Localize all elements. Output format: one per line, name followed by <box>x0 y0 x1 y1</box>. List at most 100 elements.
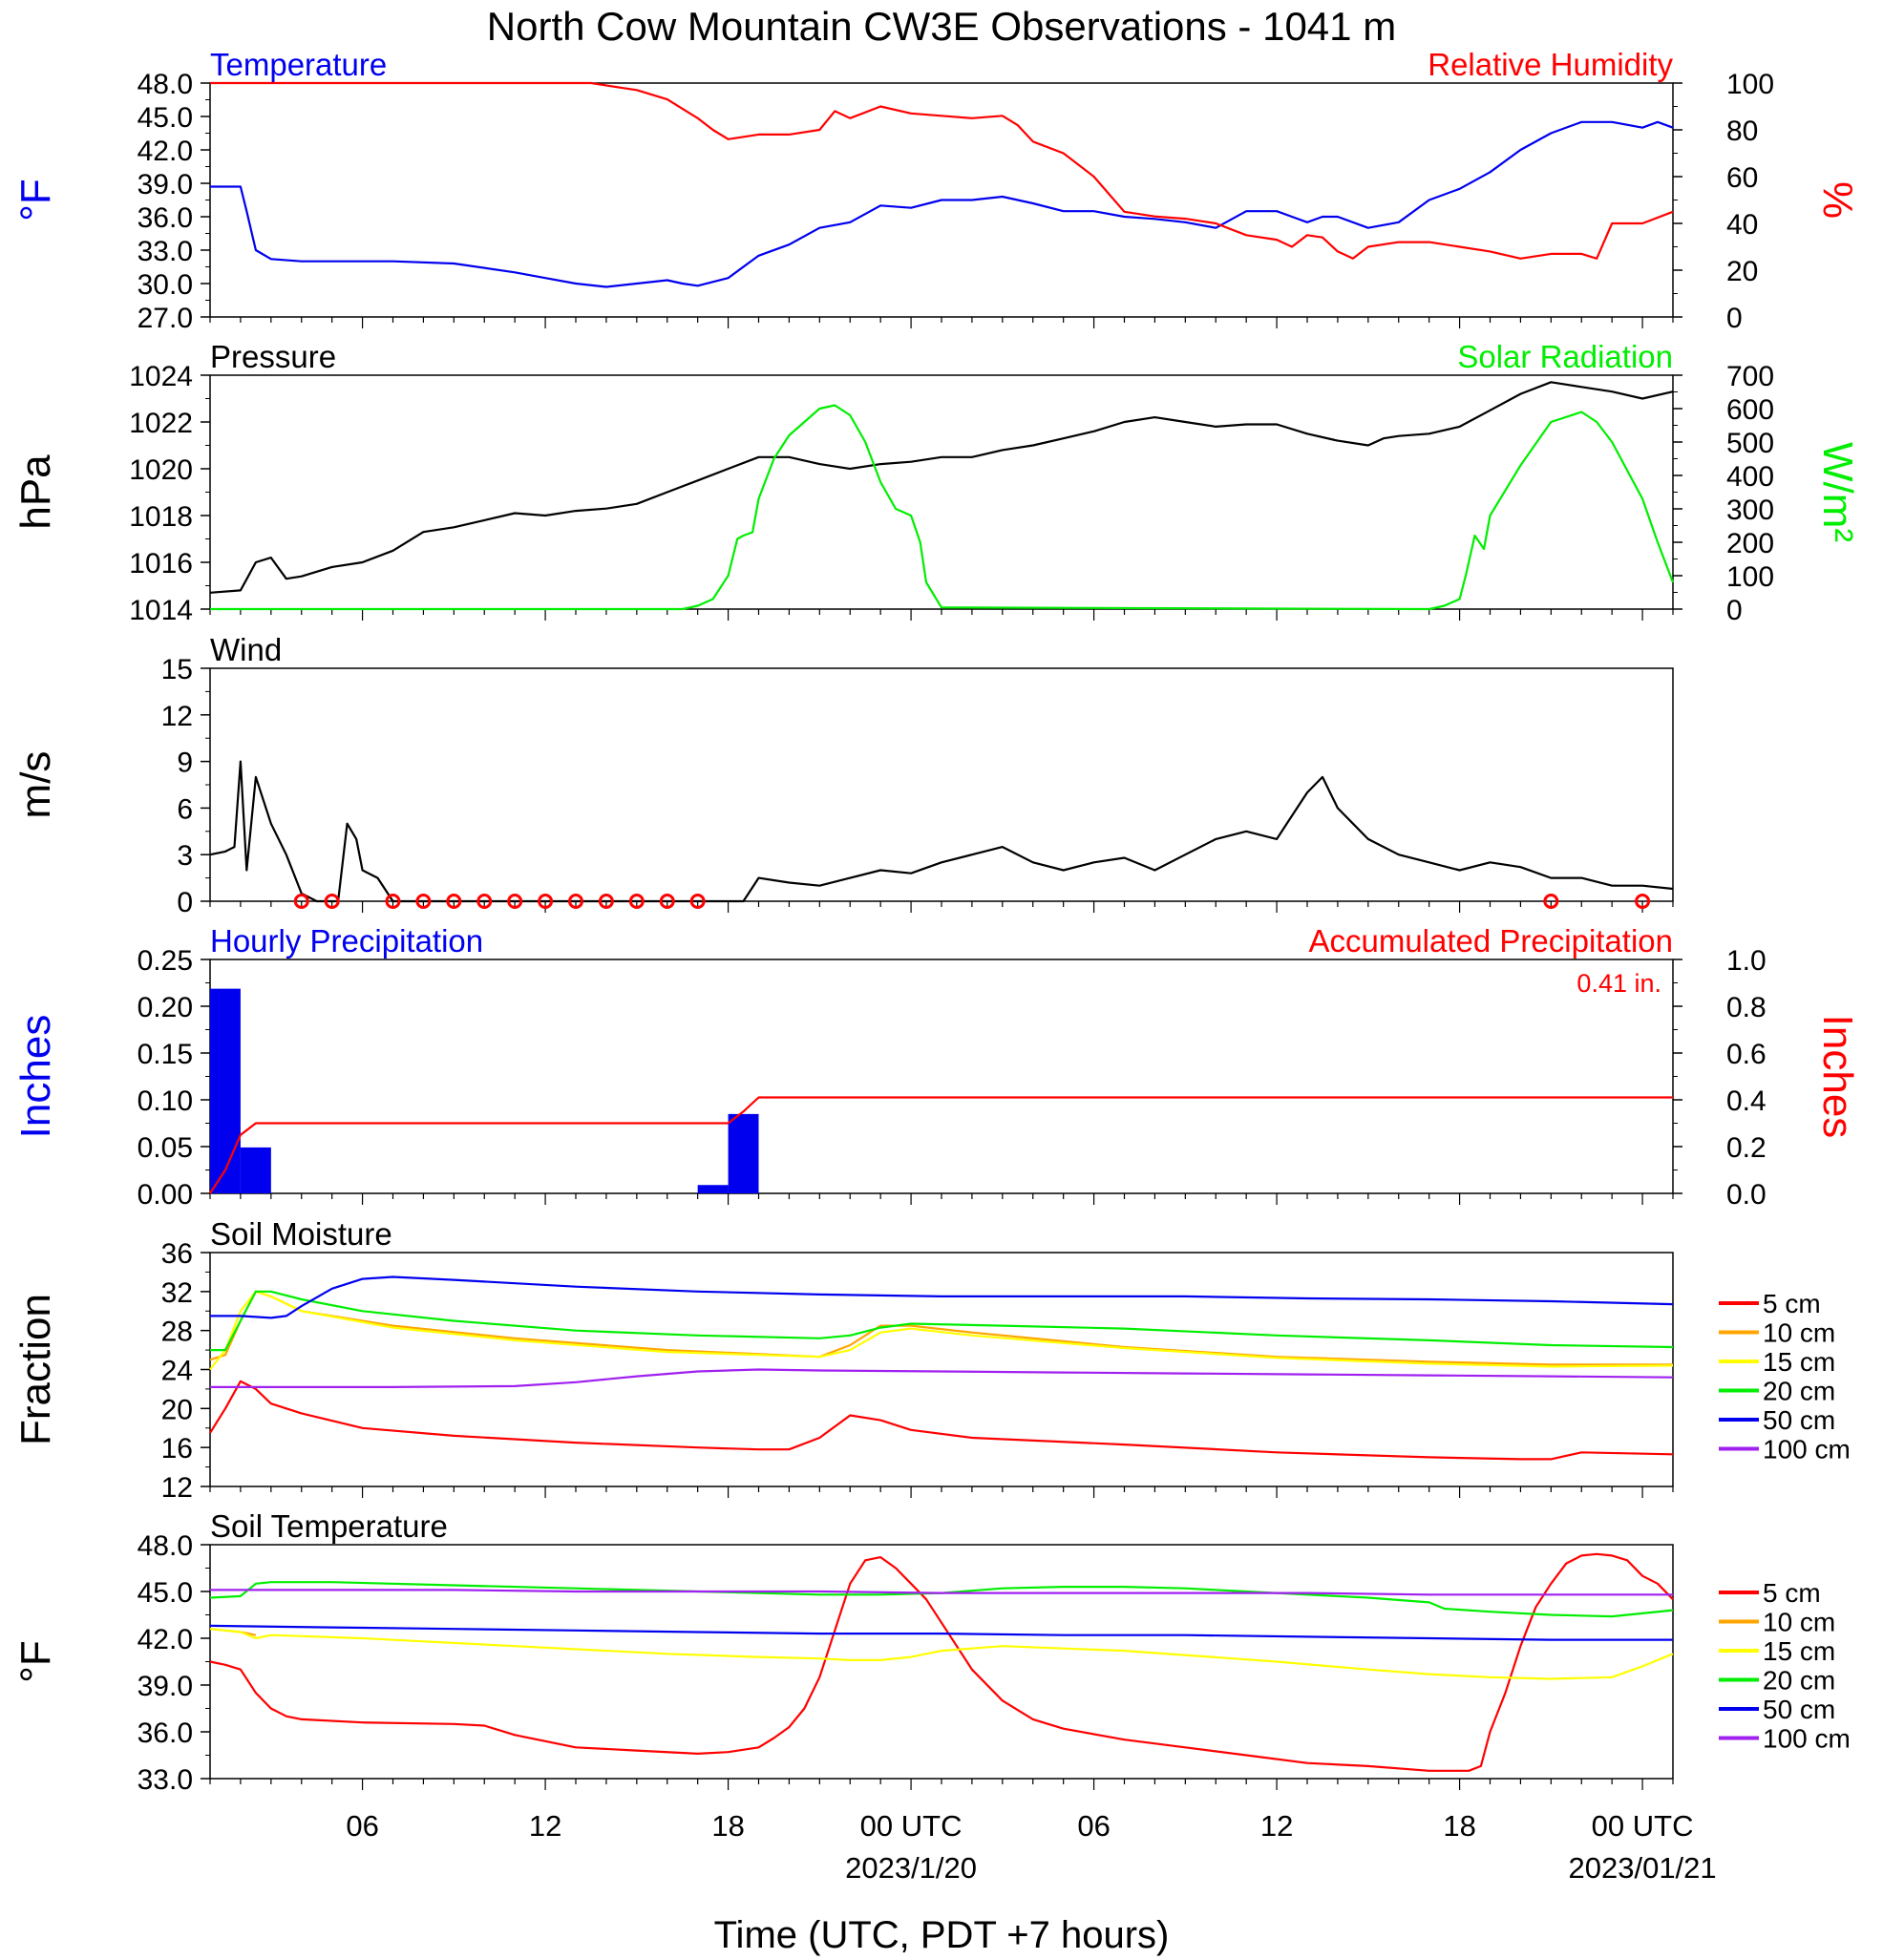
x-axis-label: Time (UTC, PDT +7 hours) <box>714 1914 1170 1956</box>
series-line-15-cm <box>209 1628 1674 1680</box>
plot-frame <box>209 959 1674 1194</box>
y-tick-label-left: 1020 <box>129 454 193 486</box>
x-date-label: 2023/01/21 <box>1569 1851 1717 1885</box>
calm-wind-marker <box>568 894 583 909</box>
panels: 48.045.042.039.036.033.030.027.010080604… <box>12 47 1861 1796</box>
legend-label: 10 cm <box>1763 1608 1835 1637</box>
panel-title-left: Pressure <box>210 339 336 374</box>
y-tick-label-left: 12 <box>161 701 193 732</box>
y-tick-label-right: 0 <box>1726 303 1743 334</box>
calm-wind-marker <box>324 894 340 909</box>
legend-label: 20 cm <box>1763 1377 1835 1406</box>
y-tick-label-left: 12 <box>161 1472 193 1504</box>
precip-bar <box>728 1113 759 1193</box>
legend-label: 50 cm <box>1763 1405 1835 1435</box>
panel-soil_temp: 48.0 45.0 42.0 39.0 36.0 33.0 Soil Temperature… <box>12 1508 1674 1796</box>
y-tick-label-left: 39.0 <box>138 169 193 200</box>
y-tick-label-left: 20 <box>161 1394 193 1425</box>
precip-total-annotation: 0.41 in. <box>1576 969 1661 998</box>
calm-wind-marker <box>659 894 675 909</box>
y-tick-label-left: 1018 <box>129 501 193 533</box>
y-tick-label-right: 80 <box>1726 116 1758 147</box>
y-tick-label-left: 42.0 <box>138 1624 193 1655</box>
y-tick-label-left: 32 <box>161 1277 193 1309</box>
panel-title-left: Soil Temperature <box>210 1508 448 1544</box>
calm-wind-marker <box>293 894 309 909</box>
y-tick-label-right: 1.0 <box>1726 945 1767 977</box>
y-tick-label-right: 60 <box>1726 162 1758 194</box>
series-line-10-cm <box>209 1290 1673 1366</box>
series-line-50-cm <box>209 1624 1673 1641</box>
panel-title-right: Accumulated Precipitation <box>1308 923 1673 959</box>
panel-temp_rh: 48.045.042.039.036.033.030.027.0 100 80 60 4… <box>12 47 1861 334</box>
y-tick-label-right: 0.4 <box>1726 1085 1767 1117</box>
series-line-15-cm <box>209 1290 1674 1371</box>
legend-label: 15 cm <box>1763 1347 1835 1377</box>
calm-wind-marker <box>538 894 554 909</box>
plot-frame <box>209 1544 1674 1780</box>
y-tick-label-right: 300 <box>1726 495 1774 526</box>
precip-bar <box>697 1185 729 1193</box>
y-tick-label-left: 48.0 <box>138 69 193 100</box>
y-tick-label-left: 0 <box>177 887 193 918</box>
y-axis-label-right: W/m² <box>1814 442 1861 542</box>
series-line-5-cm <box>209 1552 1674 1772</box>
precip-bar <box>240 1147 271 1193</box>
y-tick-label-right: 0.8 <box>1726 992 1767 1023</box>
y-tick-label-left: 1014 <box>129 595 193 626</box>
panel-soil_moisture: 36 32 28 24 20 16 12 Soil Moisture Fraction <box>12 1216 1674 1504</box>
series-line-100-cm <box>210 1368 1674 1389</box>
x-tick-label: 00 UTC <box>860 1809 963 1843</box>
x-tick-label: 06 <box>346 1809 378 1843</box>
y-tick-label-right: 0.0 <box>1726 1179 1767 1211</box>
y-tick-label-right: 400 <box>1726 461 1774 493</box>
y-tick-label-left: 33.0 <box>138 236 193 267</box>
legend-label: 100 cm <box>1763 1435 1851 1465</box>
series-line-wind <box>209 760 1674 903</box>
y-tick-label-left: 15 <box>161 654 193 685</box>
y-tick-label-left: 3 <box>177 840 193 872</box>
y-tick-label-right: 0.2 <box>1726 1132 1767 1164</box>
series-line-temperature <box>210 120 1674 288</box>
y-tick-label-right: 100 <box>1726 69 1774 100</box>
y-tick-label-left: 0.00 <box>138 1179 193 1211</box>
series-line-50-cm <box>210 1275 1674 1319</box>
series-line-accumulated-precipitation <box>209 1096 1673 1194</box>
plot-frame <box>209 374 1674 610</box>
y-tick-label-left: 1024 <box>129 361 193 392</box>
legend-label: 20 cm <box>1763 1666 1835 1696</box>
series-line-solar-radiation <box>210 404 1675 611</box>
legend-label: 100 cm <box>1763 1724 1851 1754</box>
y-tick-label-left: 33.0 <box>138 1764 193 1796</box>
legend-label: 5 cm <box>1763 1578 1821 1608</box>
calm-wind-marker <box>385 894 401 909</box>
x-tick-label: 12 <box>1260 1809 1293 1843</box>
series-line-pressure <box>209 381 1674 594</box>
legend-label: 15 cm <box>1763 1636 1835 1666</box>
panel-press_solar: 1024 1022 1020 1018 1016 1014 7006005004003002… <box>12 339 1861 626</box>
y-tick-label-left: 45.0 <box>138 1577 193 1609</box>
y-axis-label-right: Inches <box>1814 1015 1861 1139</box>
y-tick-label-right: 0.6 <box>1726 1039 1767 1070</box>
panel-title-left: Wind <box>210 632 282 667</box>
y-tick-label-left: 42.0 <box>138 136 193 167</box>
calm-wind-marker <box>446 894 462 909</box>
y-tick-label-left: 48.0 <box>138 1530 193 1562</box>
panel-title-left: Temperature <box>210 47 387 82</box>
calm-wind-marker <box>415 894 432 909</box>
y-tick-label-left: 0.20 <box>138 992 193 1023</box>
plot-frame <box>209 1252 1674 1487</box>
legend-label: 5 cm <box>1763 1289 1821 1318</box>
y-tick-label-right: 500 <box>1726 428 1774 459</box>
calm-wind-marker <box>689 894 706 909</box>
y-tick-label-left: 6 <box>177 793 193 825</box>
panel-title-right: Relative Humidity <box>1428 47 1673 82</box>
y-tick-label-left: 30.0 <box>138 269 193 301</box>
panel-title-left: Hourly Precipitation <box>210 923 483 959</box>
y-tick-label-left: 1016 <box>129 548 193 580</box>
plot-frame <box>209 667 1674 902</box>
legend-label: 50 cm <box>1763 1695 1835 1724</box>
